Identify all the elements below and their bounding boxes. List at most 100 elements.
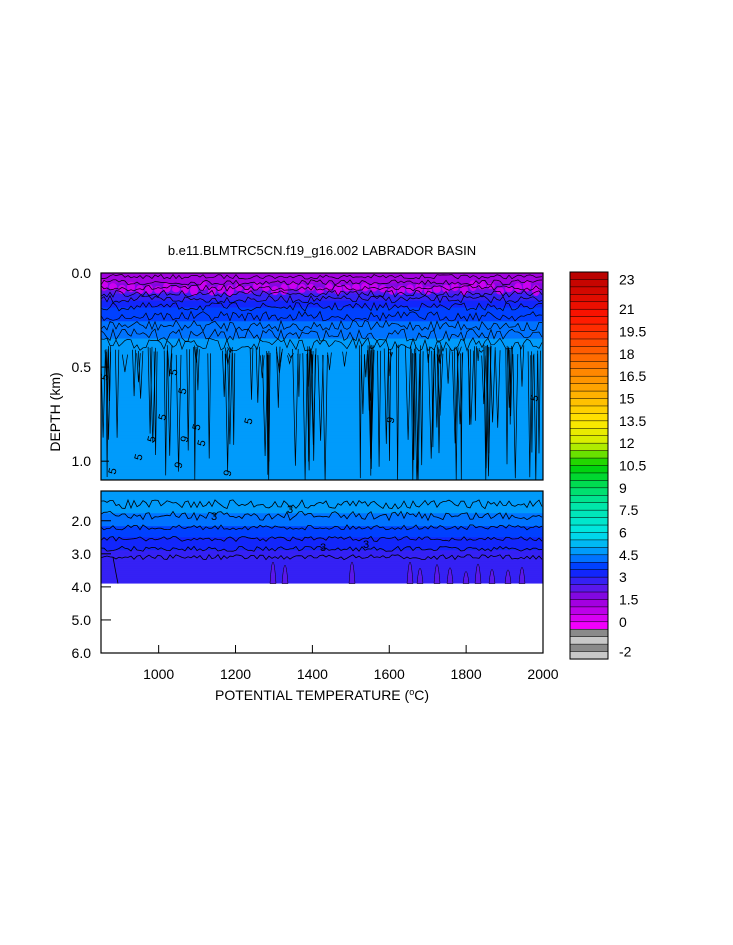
field-band	[101, 366, 543, 371]
surface-patch	[325, 283, 333, 292]
contour-line	[533, 353, 538, 480]
bottom-plume	[269, 561, 277, 584]
contour-line	[266, 352, 271, 480]
field-band	[101, 544, 543, 548]
colorbar-label: -2	[619, 644, 632, 660]
field-band	[101, 565, 543, 568]
contour-line	[327, 352, 332, 371]
colorbar-label: 18	[619, 346, 635, 362]
contour-line	[527, 351, 532, 478]
field-band	[101, 473, 543, 478]
colorbar-swatch	[569, 383, 609, 392]
contour-line	[138, 350, 144, 399]
field-band	[101, 518, 543, 522]
surface-patch	[316, 287, 324, 294]
field-band	[101, 568, 543, 572]
contour-line	[287, 355, 293, 365]
contour-line	[262, 354, 269, 457]
contour-line	[101, 498, 543, 510]
colorbar-label: 13.5	[619, 413, 646, 429]
contour-line	[505, 348, 509, 465]
surface-patch	[514, 282, 522, 293]
field-band	[101, 376, 543, 381]
field-band	[101, 362, 543, 367]
colorbar-swatch	[569, 368, 609, 377]
colorbar-swatch	[569, 517, 609, 526]
surface-patch	[379, 284, 387, 293]
field-band	[101, 550, 543, 553]
contour-line	[427, 354, 435, 459]
contour-line	[101, 337, 543, 352]
colorbar-swatch	[569, 435, 609, 444]
contour-line	[132, 349, 137, 397]
surface-patch	[190, 285, 198, 296]
no-data-region	[101, 583, 543, 653]
colorbar-label: 19.5	[619, 324, 646, 340]
field-band	[101, 572, 543, 575]
contour-line	[153, 351, 158, 456]
contour-line	[383, 348, 389, 444]
colorbar-swatch	[569, 606, 609, 615]
bottom-plume	[488, 569, 496, 584]
colorbar-swatch	[569, 398, 609, 407]
contour-line	[389, 352, 394, 358]
contour-line	[434, 349, 440, 428]
field-band	[101, 563, 543, 566]
field-band	[101, 469, 543, 474]
colorbar-swatch	[569, 442, 609, 452]
contour-label: 9	[179, 435, 192, 444]
contour-line	[276, 346, 281, 408]
y-tick-label: 2.0	[72, 513, 92, 529]
y-tick-label: 0.0	[72, 265, 92, 281]
x-axis-title: POTENTIAL TEMPERATURE (oC)	[215, 687, 429, 703]
colorbar-swatch	[569, 495, 609, 504]
contour-line	[101, 284, 543, 292]
bottom-plume	[433, 564, 441, 584]
x-tick-label: 1800	[451, 666, 482, 682]
field-band	[101, 455, 543, 460]
colorbar-label: 15	[619, 391, 635, 407]
field-band	[101, 505, 543, 509]
field-band	[101, 578, 543, 581]
field-band	[101, 417, 543, 422]
contour-label: 5	[99, 373, 112, 382]
field-band	[101, 310, 543, 315]
contour-line	[508, 346, 513, 417]
contour-line	[166, 345, 173, 377]
contour-line	[112, 557, 119, 584]
contour-label: 5	[243, 417, 256, 426]
field-band	[101, 348, 543, 353]
contour-line	[175, 354, 182, 472]
bottom-plume	[518, 567, 526, 584]
colorbar-swatch	[569, 480, 609, 489]
field-band	[101, 533, 543, 537]
colorbar-label: 9	[619, 480, 627, 496]
contour-line	[415, 345, 421, 480]
field-band	[101, 494, 543, 498]
field-band	[101, 531, 543, 535]
y-axis-title: DEPTH (km)	[47, 372, 63, 451]
contour-line	[227, 349, 233, 445]
contour-line	[445, 347, 451, 384]
field-band	[101, 491, 543, 494]
surface-patch	[280, 283, 288, 296]
field-band	[101, 307, 543, 312]
field-band	[101, 570, 543, 574]
field-band	[101, 574, 543, 577]
colorbar-swatch	[569, 651, 609, 660]
contour-label: 9	[173, 461, 186, 470]
contour-line	[101, 274, 543, 280]
contour-line	[506, 345, 512, 408]
colorbar-swatch	[569, 450, 609, 459]
y-tick-label: 5.0	[72, 612, 92, 628]
contour-line	[101, 535, 543, 542]
contour-line	[426, 346, 431, 363]
colorbar-swatch	[569, 614, 609, 623]
x-tick-label: 1000	[143, 666, 174, 682]
bottom-plume	[281, 564, 289, 584]
colorbar-swatch	[569, 331, 609, 340]
lower-frame	[100, 490, 544, 654]
upper-frame	[100, 272, 544, 481]
contour-line	[364, 354, 368, 378]
